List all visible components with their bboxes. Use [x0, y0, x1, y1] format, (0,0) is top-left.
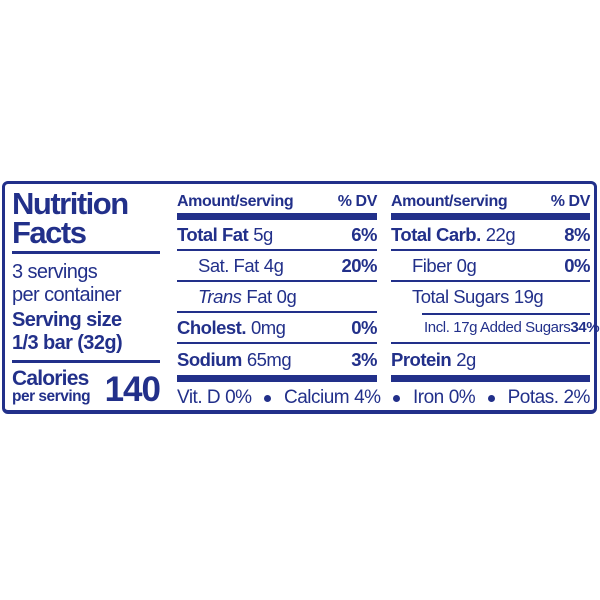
divider-line — [12, 251, 160, 254]
title-line-2: Facts — [12, 215, 87, 250]
nutrient-amount: 5g — [253, 223, 273, 245]
thick-rule — [391, 213, 590, 220]
nutrient-dv: 0% — [564, 254, 590, 276]
nutrient-name: Total Sugars — [412, 285, 509, 307]
nutrient-dv: 34% — [570, 319, 600, 336]
percent-dv-header: % DV — [550, 193, 591, 210]
calories-section: Calories per serving 140 — [12, 367, 161, 409]
nutrient-row-trans-fat: Trans Fat 0g — [177, 282, 377, 313]
nutrient-row-fiber: Fiber 0g 0% — [391, 251, 590, 282]
nutrient-dv: 6% — [351, 223, 377, 245]
nutrient-amount: 19g — [513, 285, 544, 307]
nutrient-amount: 0g — [276, 285, 297, 307]
serving-size: Serving size 1/3 bar (32g) — [12, 309, 168, 355]
nutrient-row-total-fat: Total Fat 5g 6% — [177, 220, 377, 251]
amount-per-serving-header: Amount/serving — [391, 193, 508, 210]
nutrient-name: Total Carb. — [391, 223, 481, 245]
micronutrients-row: Vit. D 0% Calcium 4% Iron 0% Potas. 2% — [177, 385, 590, 411]
nutrient-name-prefix: Trans — [198, 285, 242, 307]
nutrient-column-carb-protein: Amount/serving % DV Total Carb. 22g 8% Fi… — [391, 188, 600, 382]
percent-dv-header: % DV — [337, 193, 378, 210]
thick-rule — [177, 213, 377, 220]
nutrition-facts-title: Nutrition Facts — [12, 186, 168, 250]
micronutrient-vitamin-d: Vit. D 0% — [177, 387, 252, 408]
nutrient-name: Protein — [391, 348, 452, 370]
nutrient-name: Sat. Fat — [198, 254, 259, 276]
bullet-separator-icon — [264, 394, 272, 402]
nutrient-dv: 20% — [341, 254, 377, 276]
nutrient-amount: 22g — [485, 223, 516, 245]
nutrient-name: Incl. 17g Added Sugars — [424, 319, 571, 336]
nutrient-dv: 3% — [351, 348, 377, 370]
amount-per-serving-header: Amount/serving — [177, 193, 294, 210]
nutrient-row-cholesterol: Cholest. 0mg 0% — [177, 313, 377, 344]
micronutrient-potassium: Potas. 2% — [507, 387, 591, 408]
serving-size-label: Serving size — [12, 309, 122, 331]
nutrient-dv: 0% — [351, 316, 377, 338]
nutrient-column-fat-sodium: Amount/serving % DV Total Fat 5g 6% Sat. … — [177, 188, 377, 382]
calories-value: 140 — [104, 370, 161, 409]
bullet-separator-icon — [393, 394, 401, 402]
nutrient-name: Sodium — [177, 348, 242, 370]
nutrition-facts-label: Nutrition Facts 3 servings per container… — [2, 181, 600, 414]
calories-label: Calories — [12, 367, 89, 390]
nutrient-amount: 2g — [456, 348, 476, 370]
column-header: Amount/serving % DV — [391, 188, 590, 213]
nutrient-name: Fiber — [412, 254, 452, 276]
nutrient-name: Total Fat — [177, 223, 249, 245]
nutrient-row-protein: Protein 2g — [391, 344, 590, 375]
divider-line — [12, 360, 160, 363]
servings-per-container: 3 servings per container — [12, 261, 168, 307]
nutrient-dv: 8% — [564, 223, 590, 245]
nutrient-amount: 4g — [263, 254, 284, 276]
nutrient-row-total-carb: Total Carb. 22g 8% — [391, 220, 590, 251]
nutrient-row-sat-fat: Sat. Fat 4g 20% — [177, 251, 377, 282]
thick-rule — [391, 375, 590, 382]
calories-sublabel: per serving — [12, 388, 91, 405]
servings-unit: per container — [12, 284, 122, 306]
thick-rule — [177, 375, 377, 382]
micronutrient-calcium: Calcium 4% — [283, 387, 381, 408]
micronutrient-iron: Iron 0% — [412, 387, 476, 408]
nutrient-amount: 0mg — [250, 316, 286, 338]
nutrient-amount: 0g — [456, 254, 477, 276]
nutrient-row-added-sugars: Incl. 17g Added Sugars 34% — [391, 313, 600, 344]
servings-count: 3 servings — [12, 261, 98, 283]
nutrient-row-total-sugars: Total Sugars 19g — [391, 282, 590, 313]
column-header: Amount/serving % DV — [177, 188, 377, 213]
nutrient-amount: 65mg — [246, 348, 292, 370]
calories-labels: Calories per serving — [12, 367, 91, 405]
nutrient-name: Cholest. — [177, 316, 246, 338]
nutrient-name: Fat — [246, 285, 272, 307]
title-line-1: Nutrition — [12, 186, 129, 221]
summary-panel: Nutrition Facts 3 servings per container… — [12, 186, 168, 409]
bullet-separator-icon — [487, 394, 495, 402]
serving-size-value: 1/3 bar (32g) — [12, 332, 123, 354]
nutrient-row-sodium: Sodium 65mg 3% — [177, 344, 377, 375]
